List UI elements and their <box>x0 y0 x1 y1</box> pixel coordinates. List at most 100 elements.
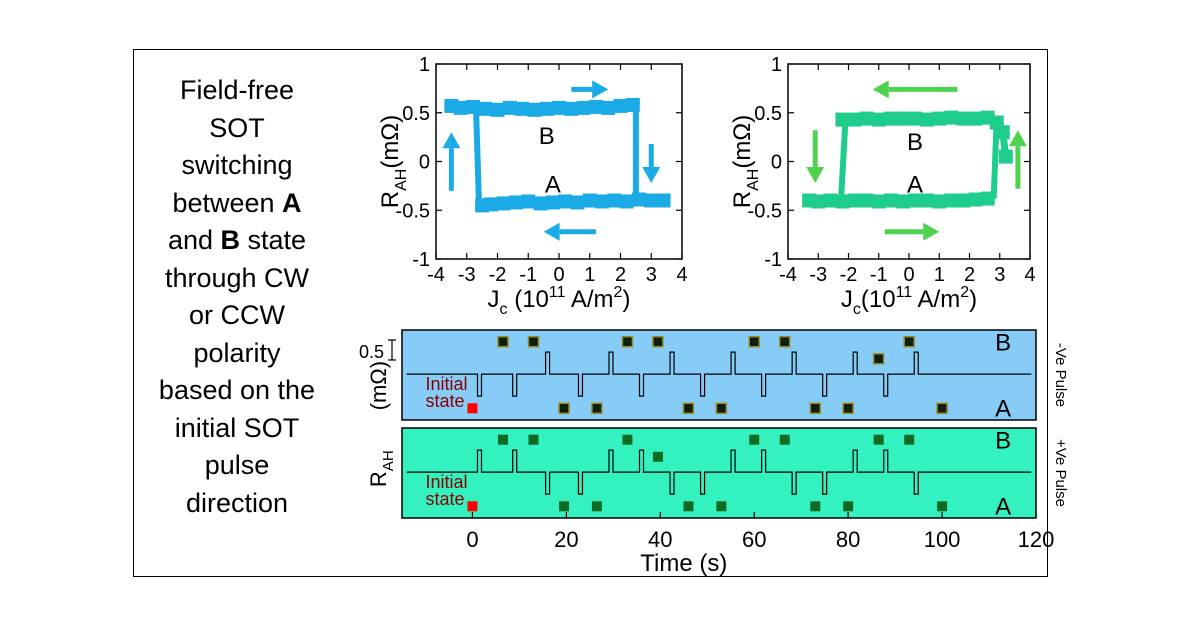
resistance-point <box>652 451 663 462</box>
data-point <box>980 191 995 206</box>
resistance-point <box>622 434 633 445</box>
data-point <box>847 112 862 127</box>
state-label-a: A <box>545 172 561 199</box>
data-point <box>956 193 971 208</box>
data-point <box>920 112 935 127</box>
data-point <box>552 100 566 115</box>
y-axis-label: RAH(mΩ) <box>377 115 410 209</box>
x-tick-label: 80 <box>836 527 860 552</box>
x-tick-label: -3 <box>809 264 827 286</box>
initial-state-label: state <box>425 489 464 509</box>
resistance-point <box>904 434 915 445</box>
data-point <box>908 111 923 126</box>
y-tick-label: 0.5 <box>402 103 430 125</box>
arrow-head <box>592 80 609 99</box>
caption-state-b: B <box>220 225 241 255</box>
caption-fragment: and <box>167 225 221 255</box>
data-point <box>625 97 640 112</box>
data-point <box>871 194 886 209</box>
data-point <box>656 193 671 208</box>
x-tick-label: 1 <box>934 264 945 286</box>
data-point <box>998 149 1013 164</box>
direction-arrow <box>1008 130 1027 189</box>
caption-line: through CW <box>164 262 310 293</box>
data-point <box>558 194 573 209</box>
data-point <box>619 194 634 209</box>
data-point <box>496 196 511 211</box>
data-point <box>478 101 493 116</box>
arrow-head <box>806 166 825 183</box>
caption-line: switching <box>181 150 293 180</box>
resistance-point <box>621 335 634 348</box>
x-tick-label: 3 <box>646 264 657 286</box>
x-tick-label: -1 <box>870 264 888 286</box>
x-tick-label: 40 <box>648 527 672 552</box>
resistance-point <box>810 501 821 512</box>
caption-line: polarity <box>193 337 281 368</box>
x-tick-label: -2 <box>489 264 507 286</box>
data-point <box>995 125 1010 140</box>
data-point <box>944 110 959 125</box>
switching-edge <box>837 119 849 202</box>
arrow-head <box>923 222 940 241</box>
data-point <box>847 193 862 208</box>
caption-line: or CCW <box>189 300 285 330</box>
data-point <box>944 193 959 208</box>
resistance-point <box>559 501 570 512</box>
initial-state-marker <box>467 403 478 414</box>
resistance-point <box>842 402 854 415</box>
direction-arrow <box>806 130 825 183</box>
data-point <box>883 111 898 126</box>
x-tick-label: 2 <box>615 264 626 286</box>
arrow-head <box>872 80 889 99</box>
data-point <box>920 193 935 208</box>
data-point <box>859 193 874 208</box>
resistance-point <box>749 434 760 445</box>
state-label-a: A <box>995 395 1011 422</box>
resistance-point <box>936 402 948 415</box>
data-point <box>576 100 591 115</box>
initial-state-label: state <box>425 391 464 411</box>
resistance-point <box>683 501 694 512</box>
x-axis-label: Jc(1011 A/m2) <box>841 284 977 318</box>
x-tick-label: 1 <box>584 264 595 286</box>
data-point <box>484 197 499 212</box>
data-point <box>895 111 910 126</box>
y-tick-label: 1 <box>771 54 782 76</box>
resistance-point <box>903 335 915 348</box>
state-label-a: A <box>907 172 923 199</box>
data-point <box>968 192 983 207</box>
data-point <box>570 195 585 210</box>
x-tick-label: 0 <box>903 264 914 286</box>
data-point <box>895 194 910 209</box>
data-point <box>835 112 850 127</box>
resistance-point <box>779 434 790 445</box>
y-tick-label: 0 <box>419 152 430 174</box>
data-point <box>871 112 886 127</box>
data-point <box>956 111 971 126</box>
pulse-trace <box>406 449 1032 495</box>
caption-line: pulse <box>204 450 270 480</box>
arrow-head <box>442 132 461 149</box>
data-point <box>527 102 542 117</box>
direction-arrow <box>571 80 609 99</box>
resistance-point <box>715 402 728 415</box>
data-point <box>595 194 610 209</box>
data-point <box>607 193 622 208</box>
x-axis-label: Jc (1011 A/m2) <box>488 284 631 318</box>
data-point <box>453 100 468 115</box>
data-point <box>515 101 530 116</box>
state-label-b: B <box>539 123 555 150</box>
state-label-b: B <box>995 428 1011 455</box>
data-point <box>539 101 554 116</box>
initial-state-marker <box>467 501 478 512</box>
x-tick-label: 120 <box>1018 527 1055 552</box>
x-tick-label: -3 <box>458 264 476 286</box>
resistance-point <box>778 335 791 348</box>
data-point <box>521 194 536 209</box>
arrow-head <box>1008 130 1027 147</box>
data-point <box>490 102 505 117</box>
resistance-point <box>652 335 664 348</box>
x-tick-label: 0 <box>553 264 564 286</box>
caption-line: SOT <box>209 112 265 143</box>
